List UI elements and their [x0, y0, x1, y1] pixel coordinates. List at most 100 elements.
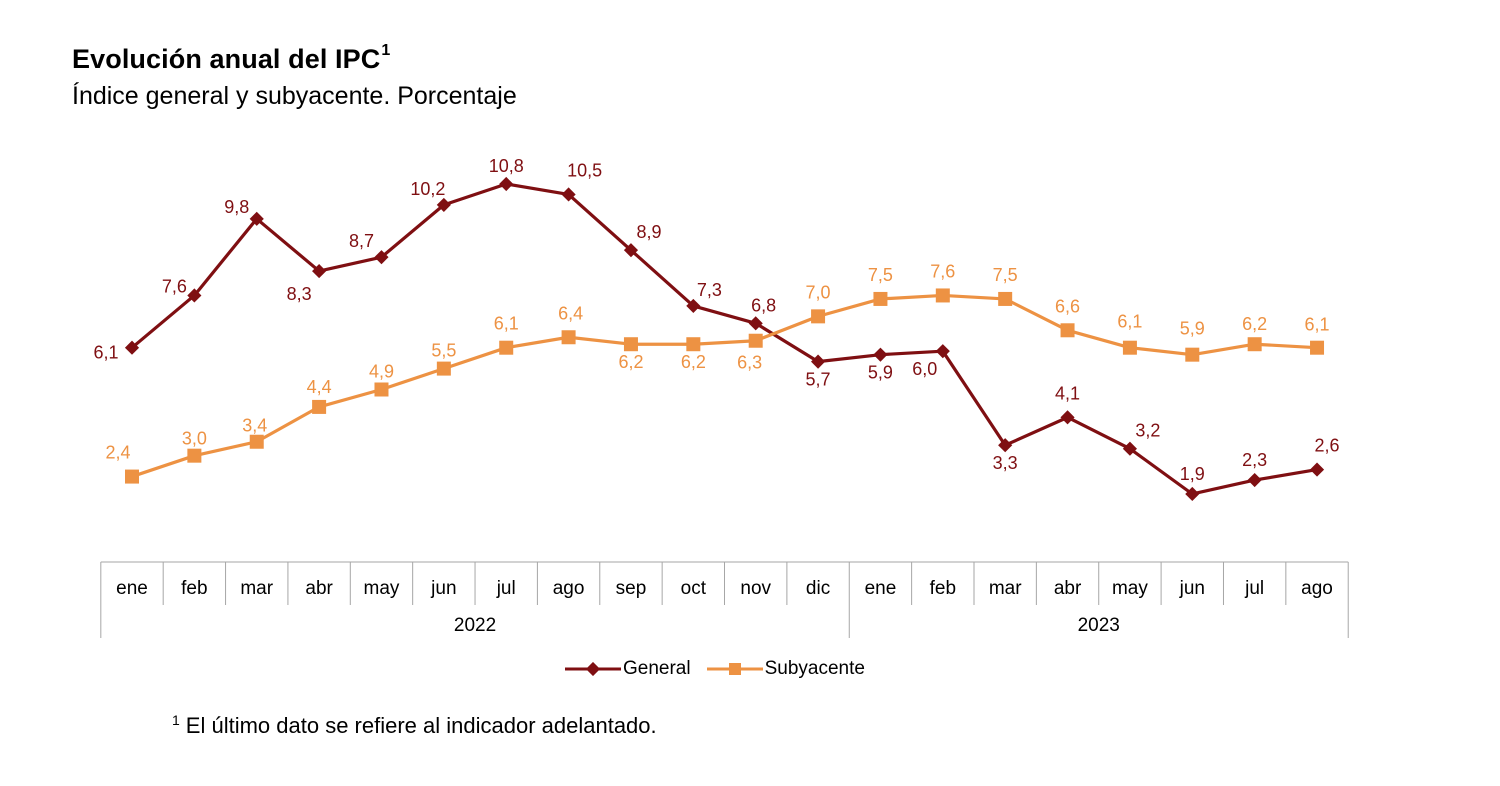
data-point-subyacente: [623, 337, 638, 352]
data-label-subyacente: 6,6: [1055, 296, 1080, 316]
data-label-subyacente: 5,5: [431, 341, 456, 361]
data-label-subyacente: 6,1: [1117, 312, 1142, 332]
data-point-general: [810, 354, 826, 369]
data-label-general: 2,3: [1242, 450, 1267, 470]
data-point-general: [124, 340, 140, 355]
footnote: 1 El último dato se refiere al indicador …: [172, 712, 657, 739]
data-point-subyacente: [935, 288, 950, 303]
data-label-subyacente: 7,5: [993, 265, 1018, 285]
data-label-subyacente: 6,2: [618, 352, 643, 372]
data-point-subyacente: [312, 399, 327, 414]
x-tick-label: mar: [240, 578, 273, 599]
legend-item-general: General: [565, 658, 691, 680]
legend-label-subyacente: Subyacente: [764, 658, 865, 679]
data-label-subyacente: 3,0: [182, 429, 207, 449]
data-point-general: [748, 316, 763, 331]
data-label-general: 9,8: [224, 197, 249, 217]
square-line-icon: [706, 663, 763, 675]
footnote-text: El último dato se refiere al indicador a…: [185, 713, 657, 738]
data-point-subyacente: [873, 291, 888, 306]
x-tick-label: oct: [681, 578, 707, 599]
x-tick-label: dic: [806, 578, 830, 599]
x-tick-label: feb: [181, 578, 207, 599]
data-label-general: 10,8: [489, 156, 524, 176]
data-point-general: [623, 243, 639, 258]
data-point-general: [873, 347, 888, 362]
x-tick-label: sep: [616, 578, 647, 599]
chart-title-text: Evolución anual del IPC: [72, 44, 381, 74]
data-point-subyacente: [686, 337, 701, 352]
data-label-subyacente: 7,5: [868, 265, 893, 285]
x-tick-label: ago: [1301, 578, 1333, 599]
x-tick-label: mar: [989, 578, 1022, 599]
data-label-subyacente: 6,3: [737, 353, 762, 373]
data-label-general: 8,9: [636, 222, 661, 242]
data-point-general: [187, 288, 202, 303]
data-label-subyacente: 6,1: [1305, 315, 1330, 335]
data-point-subyacente: [436, 361, 451, 376]
data-point-subyacente: [1310, 340, 1325, 355]
data-label-general: 3,3: [993, 453, 1018, 473]
series-line-subyacente: [131, 293, 1318, 479]
x-tick-label: ene: [116, 578, 148, 599]
x-tick-label: jun: [430, 578, 456, 599]
data-point-subyacente: [1185, 347, 1200, 362]
data-label-general: 10,5: [567, 160, 602, 180]
legend: General Subyacente: [565, 658, 881, 680]
x-tick-label: jul: [1244, 578, 1264, 599]
footnote-marker: 1: [172, 712, 180, 728]
data-label-general: 4,1: [1055, 383, 1080, 403]
chart-subtitle: Índice general y subyacente. Porcentaje: [72, 82, 517, 110]
x-tick-label: may: [1112, 578, 1148, 599]
data-label-subyacente: 7,0: [806, 282, 831, 302]
x-tick-label: jun: [1179, 578, 1205, 599]
chart-title: Evolución anual del IPC1: [72, 42, 391, 75]
data-point-general: [499, 176, 514, 192]
data-point-general: [1060, 410, 1075, 425]
x-tick-label: nov: [740, 578, 771, 599]
title-footnote-marker: 1: [381, 42, 391, 59]
x-tick-label: abr: [1054, 578, 1082, 599]
data-label-subyacente: 6,4: [558, 303, 583, 323]
data-point-general: [998, 438, 1013, 453]
diamond-line-icon: [565, 662, 621, 676]
legend-label-general: General: [623, 658, 691, 679]
data-point-subyacente: [187, 448, 202, 463]
data-point-subyacente: [811, 309, 826, 324]
data-point-subyacente: [1122, 340, 1137, 355]
data-label-general: 3,2: [1135, 421, 1160, 441]
data-point-general: [935, 344, 950, 359]
data-point-general: [1247, 472, 1262, 488]
x-axis-table: ene feb mar abr may jun jul ago sep oct nov dic ene f…: [100, 561, 1349, 638]
data-label-general: 5,7: [806, 370, 831, 390]
data-point-subyacente: [125, 469, 139, 484]
data-label-general: 8,3: [287, 284, 312, 304]
data-point-subyacente: [1247, 337, 1262, 352]
data-label-general: 7,3: [697, 280, 722, 300]
data-point-subyacente: [561, 330, 576, 345]
data-label-general: 5,9: [868, 363, 893, 383]
data-label-subyacente: 4,9: [369, 361, 394, 381]
data-point-subyacente: [249, 434, 264, 449]
x-tick-label: feb: [930, 578, 956, 599]
series-markers: [124, 176, 1325, 502]
x-tick-label: jul: [496, 578, 516, 599]
x-group-label: 2023: [1078, 615, 1120, 636]
data-label-subyacente: 3,4: [242, 416, 267, 436]
data-point-subyacente: [998, 291, 1013, 306]
x-tick-label: ene: [865, 578, 897, 599]
data-label-subyacente: 2,4: [105, 443, 130, 463]
series-lines: [130, 182, 1318, 496]
data-point-subyacente: [748, 333, 763, 348]
data-point-general: [686, 298, 701, 313]
data-label-general: 7,6: [162, 276, 187, 296]
data-label-subyacente: 7,6: [930, 261, 955, 281]
data-label-subyacente: 4,4: [307, 377, 332, 397]
data-point-general: [436, 197, 451, 212]
legend-item-subyacente: Subyacente: [706, 658, 865, 680]
data-label-general: 1,9: [1180, 464, 1205, 484]
data-point-subyacente: [374, 382, 389, 397]
series-line-general: [130, 182, 1318, 496]
data-label-general: 8,7: [349, 231, 374, 251]
